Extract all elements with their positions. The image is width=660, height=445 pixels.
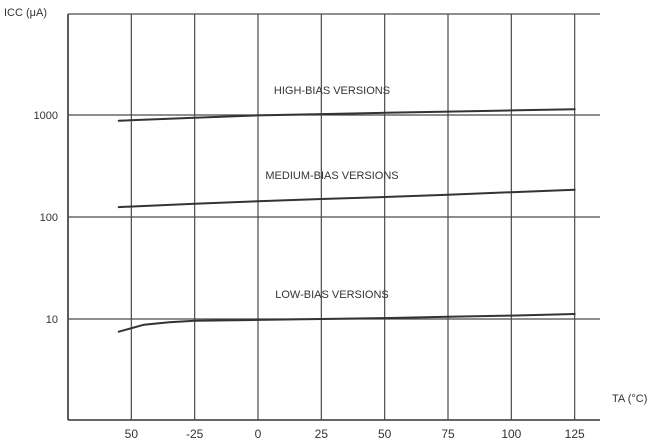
- x-tick-label: -25: [186, 427, 204, 441]
- series-line-0: [117, 108, 576, 122]
- annotation-high-bias: HIGH-BIAS VERSIONS: [274, 85, 390, 97]
- x-tick-label: 125: [565, 427, 585, 441]
- y-tick-label: 10: [46, 314, 58, 326]
- y-tick-label: 100: [40, 212, 58, 224]
- annotation-low-bias: LOW-BIAS VERSIONS: [275, 289, 389, 301]
- annotation-medium-bias: MEDIUM-BIAS VERSIONS: [265, 170, 398, 182]
- x-tick-label: 50: [378, 427, 392, 441]
- x-tick-label: 50: [125, 427, 139, 441]
- labels: ICC (μA) TA (°C) HIGH-BIAS VERSIONS MEDI…: [4, 7, 647, 405]
- x-tick-label: 75: [441, 427, 455, 441]
- y-axis-label: ICC (μA): [4, 7, 47, 19]
- x-axis-label: TA (°C): [612, 393, 647, 405]
- y-tick-label: 1000: [34, 110, 58, 122]
- x-tick-label: 100: [501, 427, 521, 441]
- grid: [67, 13, 600, 421]
- x-tick-label: 25: [315, 427, 329, 441]
- series-line-2: [117, 313, 576, 333]
- series-lines: [117, 108, 576, 333]
- series-line-1: [117, 188, 576, 209]
- x-tick-label: 0: [255, 427, 262, 441]
- ticks: 50 -25 0 25 50 75 100 125 10 100 1000: [34, 110, 585, 441]
